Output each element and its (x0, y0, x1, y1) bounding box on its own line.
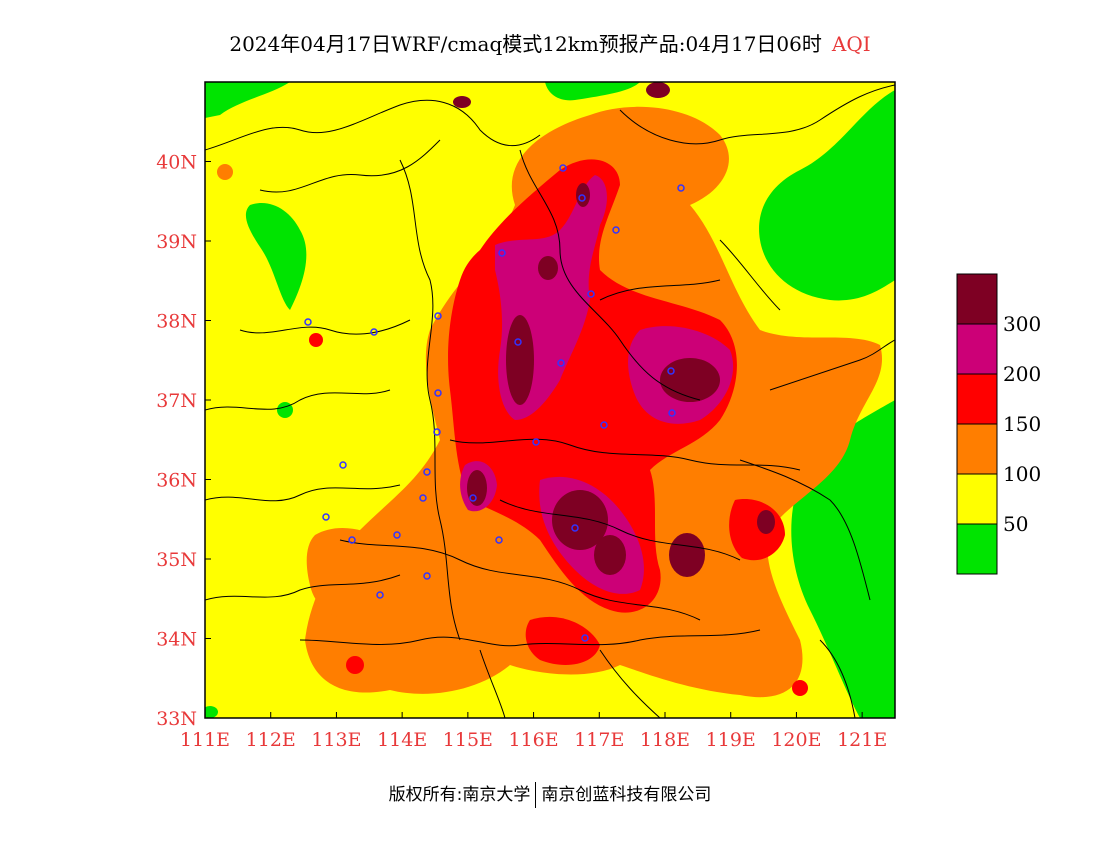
copyright-owner: 版权所有:南京大学 (388, 785, 531, 805)
station-marker (498, 249, 506, 257)
aqi-legend: 300 200 150 100 50 (956, 273, 1041, 575)
station-marker (532, 438, 540, 446)
aqi-good-region-sea (759, 90, 895, 301)
aqi-unhealthy-region-south (525, 616, 600, 665)
y-tick-label: 34N (156, 629, 197, 651)
station-marker (559, 164, 567, 172)
y-tick-label: 35N (156, 549, 197, 571)
station-markers (304, 164, 685, 642)
longitude-axis: 111E 112E 113E 114E 115E 116E 117E 118E 119E 120E… (180, 712, 887, 751)
x-tick-label: 115E (443, 729, 493, 751)
station-marker (434, 389, 442, 397)
aqi-good-region-west (245, 202, 307, 310)
x-tick-label: 116E (509, 729, 559, 751)
legend-swatch (956, 323, 998, 375)
station-marker (600, 421, 608, 429)
station-marker (348, 536, 356, 544)
y-tick-label: 39N (156, 231, 197, 253)
legend-swatch (956, 523, 998, 575)
station-marker (587, 290, 595, 298)
page-title: 2024年04月17日WRF/cmaq模式12km预报产品:04月17日06时 A… (0, 28, 1100, 56)
legend-swatch (956, 473, 998, 525)
latitude-axis: 33N 34N 35N 36N 37N 38N 39N 40N (156, 152, 211, 730)
station-marker (423, 468, 431, 476)
aqi-hazardous-spot-8 (467, 470, 487, 506)
y-tick-label: 38N (156, 311, 197, 333)
x-tick-label: 118E (640, 729, 690, 751)
title-main: 2024年04月17日WRF/cmaq模式12km预报产品:04月17日06时 (229, 32, 822, 56)
station-marker (677, 184, 685, 192)
station-marker (578, 194, 586, 202)
legend-label: 50 (1003, 512, 1028, 536)
aqi-usg-spot (217, 164, 233, 180)
y-tick-label: 40N (156, 152, 197, 174)
legend-label: 150 (1003, 412, 1041, 436)
station-marker (571, 524, 579, 532)
aqi-hazardous-spot-4 (594, 535, 626, 575)
x-tick-label: 112E (246, 729, 296, 751)
footer-separator (535, 782, 537, 808)
pollutant-label: AQI (831, 32, 871, 56)
aqi-hazardous-spot-1 (506, 315, 534, 405)
station-marker (434, 312, 442, 320)
x-tick-label: 114E (377, 729, 427, 751)
aqi-good-spot-sw (205, 706, 218, 718)
aqi-good-spot (277, 402, 293, 418)
station-marker (370, 328, 378, 336)
station-marker (469, 494, 477, 502)
station-marker (514, 338, 522, 346)
admin-borders (205, 84, 895, 718)
station-marker (304, 318, 312, 326)
aqi-hazardous-spot-3 (552, 490, 608, 550)
aqi-hazardous-spot-9 (646, 82, 670, 98)
station-marker (419, 494, 427, 502)
station-marker (376, 591, 384, 599)
y-tick-label: 33N (156, 708, 197, 730)
legend-label: 200 (1003, 362, 1041, 386)
copyright-footer: 版权所有:南京大学 南京创蓝科技有限公司 (0, 780, 1100, 808)
station-marker (667, 367, 675, 375)
aqi-hazardous-spot-11 (453, 96, 471, 108)
station-marker (433, 428, 441, 436)
y-tick-label: 37N (156, 390, 197, 412)
x-tick-label: 117E (574, 729, 624, 751)
station-marker (393, 531, 401, 539)
station-marker (557, 359, 565, 367)
aqi-unhealthy-spot (309, 333, 323, 347)
x-tick-label: 111E (180, 729, 230, 751)
legend-swatch (956, 373, 998, 425)
station-marker (668, 409, 676, 417)
aqi-good-region-north (545, 82, 640, 101)
x-tick-label: 120E (771, 729, 821, 751)
aqi-field (205, 82, 895, 718)
x-tick-label: 119E (706, 729, 756, 751)
station-marker (495, 536, 503, 544)
x-tick-label: 113E (311, 729, 361, 751)
legend-label: 100 (1003, 462, 1041, 486)
station-marker (581, 634, 589, 642)
aqi-hazardous-spot-5 (669, 533, 705, 577)
aqi-hazardous-spot-6 (538, 256, 558, 280)
y-tick-label: 36N (156, 470, 197, 492)
x-tick-label: 121E (837, 729, 887, 751)
aqi-unhealthy-spot-sw (346, 656, 364, 674)
aqi-good-region-northwest (205, 82, 290, 118)
legend-label: 300 (1003, 312, 1041, 336)
legend-swatch (956, 273, 998, 325)
aqi-hazardous-spot-10 (757, 510, 775, 534)
station-marker (423, 572, 431, 580)
station-marker (339, 461, 347, 469)
aqi-hazardous-spot-2 (660, 358, 720, 402)
aqi-unhealthy-spot-se (792, 680, 808, 696)
station-marker (322, 513, 330, 521)
copyright-company: 南京创蓝科技有限公司 (541, 785, 712, 805)
station-marker (612, 226, 620, 234)
legend-swatch (956, 423, 998, 475)
